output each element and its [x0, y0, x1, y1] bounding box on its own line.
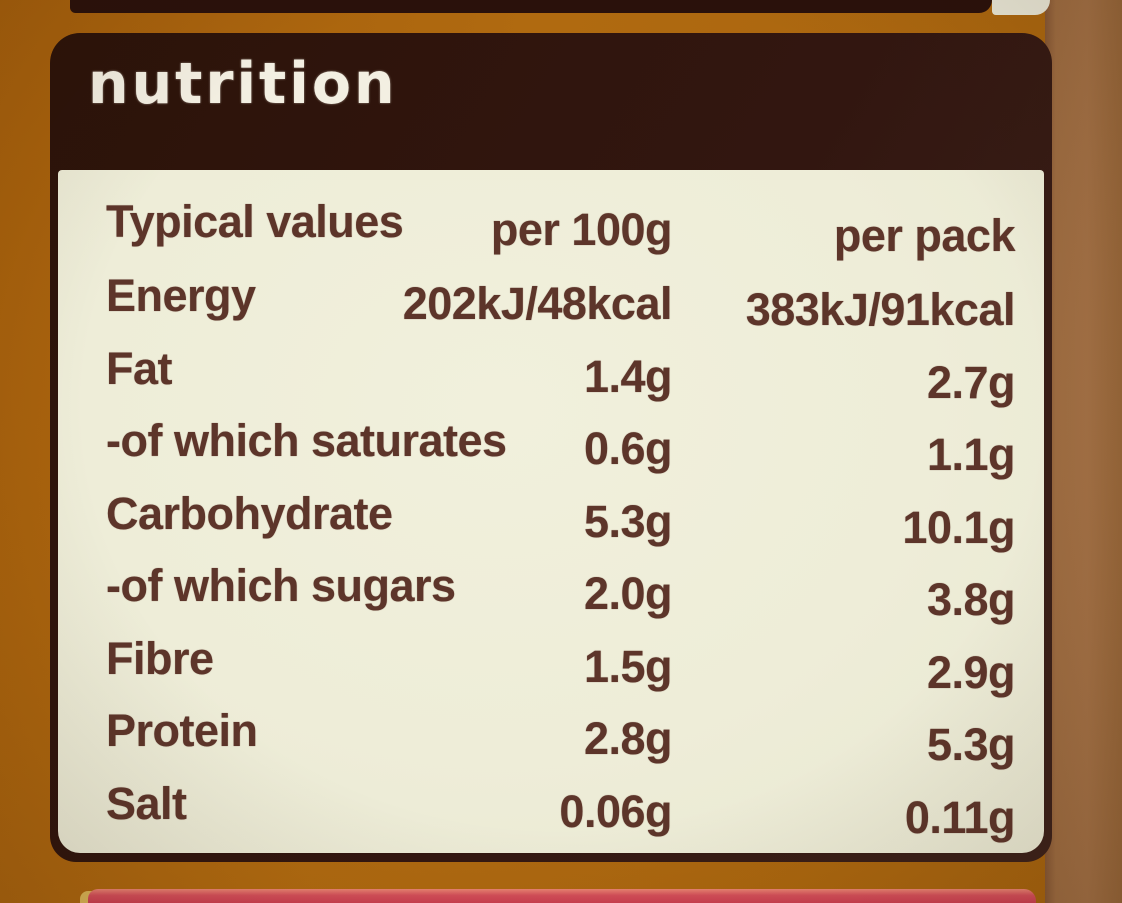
- table-row: Carbohydrate 5.3g 10.1g: [58, 487, 1044, 553]
- value-per-pack: 5.3g: [926, 719, 1016, 770]
- adjacent-panel-bottom-strip: [88, 889, 1036, 903]
- value-per-pack: 1.1g: [926, 429, 1016, 480]
- table-row: Fibre 1.5g 2.9g: [58, 632, 1044, 698]
- nutrient-name: -of which sugars: [106, 560, 456, 611]
- value-per-pack: 10.1g: [902, 501, 1015, 553]
- nutrient-name: Fat: [106, 342, 173, 394]
- column-header-per-pack: per pack: [833, 210, 1016, 261]
- nutrition-panel: nutrition Typical values per 100g per pa…: [50, 33, 1052, 862]
- panel-title: nutrition: [88, 51, 398, 117]
- value-per-100g: 1.4g: [583, 350, 673, 402]
- nutrition-table: Typical values per 100g per pack Energy 2…: [58, 170, 1044, 853]
- value-per-100g: 0.06g: [559, 785, 672, 837]
- value-per-100g: 5.3g: [583, 495, 673, 547]
- value-per-pack: 383kJ/91kcal: [745, 284, 1016, 335]
- adjacent-panel-top-corner: [992, 0, 1050, 15]
- value-per-100g: 2.8g: [583, 713, 673, 764]
- nutrient-name: Carbohydrate: [106, 487, 393, 539]
- nutrient-name: Protein: [106, 705, 258, 756]
- value-per-100g: 0.6g: [583, 423, 673, 474]
- nutrient-name: -of which saturates: [106, 415, 507, 466]
- value-per-100g: 2.0g: [583, 568, 673, 619]
- value-per-pack: 0.11g: [904, 791, 1016, 843]
- value-per-pack: 2.9g: [926, 646, 1016, 698]
- table-header-row: Typical values per 100g per pack: [58, 196, 1044, 261]
- value-per-pack: 3.8g: [926, 574, 1016, 625]
- table-row: -of which saturates 0.6g 1.1g: [58, 415, 1044, 480]
- nutrient-name: Energy: [106, 270, 256, 321]
- value-per-100g: 202kJ/48kcal: [402, 278, 673, 329]
- table-row: Salt 0.06g 0.11g: [58, 777, 1044, 843]
- table-row: Fat 1.4g 2.7g: [58, 342, 1044, 408]
- table-row: -of which sugars 2.0g 3.8g: [58, 560, 1044, 625]
- column-header-typical-values: Typical values: [106, 196, 404, 247]
- nutrient-name: Salt: [106, 777, 187, 829]
- value-per-pack: 2.7g: [926, 356, 1016, 408]
- column-header-per-100g: per 100g: [490, 204, 673, 255]
- table-row: Protein 2.8g 5.3g: [58, 705, 1044, 770]
- nutrient-name: Fibre: [106, 632, 214, 684]
- adjacent-panel-top-strip: [70, 0, 992, 13]
- jar-side-band: [1045, 0, 1122, 903]
- value-per-100g: 1.5g: [583, 640, 673, 692]
- table-row: Energy 202kJ/48kcal 383kJ/91kcal: [58, 270, 1044, 335]
